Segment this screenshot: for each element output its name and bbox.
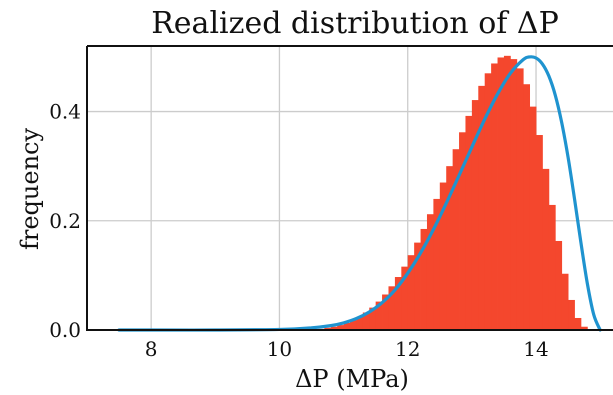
x-tick-label: 12 [395,337,420,361]
histogram-bar [369,307,377,330]
histogram-bar [478,85,486,330]
histogram-bar [407,255,415,330]
x-tick-label: 8 [145,337,158,361]
y-tick-label: 0.4 [49,100,81,124]
histogram-bar [510,59,518,330]
y-tick-label: 0.2 [49,209,81,233]
histogram-bar [401,266,409,330]
histogram-bar [362,312,370,330]
plot-frame [86,45,613,331]
histogram-bar [343,322,351,330]
histogram-bar [426,214,434,330]
y-axis-label: frequency [16,128,44,250]
histogram-bar [330,326,338,330]
histogram-bar [491,63,498,330]
tick-labels: 8 10 12 14 0.0 0.2 0.4 [49,100,549,361]
histogram-bar [324,327,332,330]
histogram-bar [561,273,569,330]
histogram-bar [465,115,473,331]
histogram-bar [414,242,421,330]
histogram-bar [459,132,466,330]
histogram-bar [568,299,575,330]
fit-curve-line [117,55,602,332]
histogram-bar [446,166,454,330]
histogram-bar [337,325,344,330]
histogram-bar [555,240,563,330]
x-tick-label: 14 [523,337,548,361]
histogram-bar [503,55,511,330]
histogram-bar [516,68,524,331]
histogram-bar [420,228,428,330]
y-tick-label: 0.0 [49,318,81,342]
histogram-bar [382,294,389,330]
histogram-bar [523,84,531,330]
histogram-bar [497,57,505,330]
histogram-bar [471,100,479,330]
histogram-bar [433,198,441,330]
histogram-bar [484,73,492,331]
histogram-bar [452,149,460,330]
histogram-bar [375,301,383,330]
histogram-bar [548,204,556,330]
histogram-bar [536,135,543,330]
histogram-bars [317,55,588,331]
histogram-bar [388,286,396,330]
histogram-bar [529,106,537,330]
histogram-bar [356,316,364,330]
histogram-bar [580,326,588,330]
histogram-bar [350,320,357,330]
histogram-bar [394,277,402,330]
histogram-bar [574,317,582,330]
histogram-bar [542,168,550,330]
chart-title: Realized distribution of ΔP [151,6,559,41]
histogram-bar [439,182,447,330]
x-axis-label: ΔP (MPa) [295,365,409,393]
x-tick-label: 10 [267,337,292,361]
